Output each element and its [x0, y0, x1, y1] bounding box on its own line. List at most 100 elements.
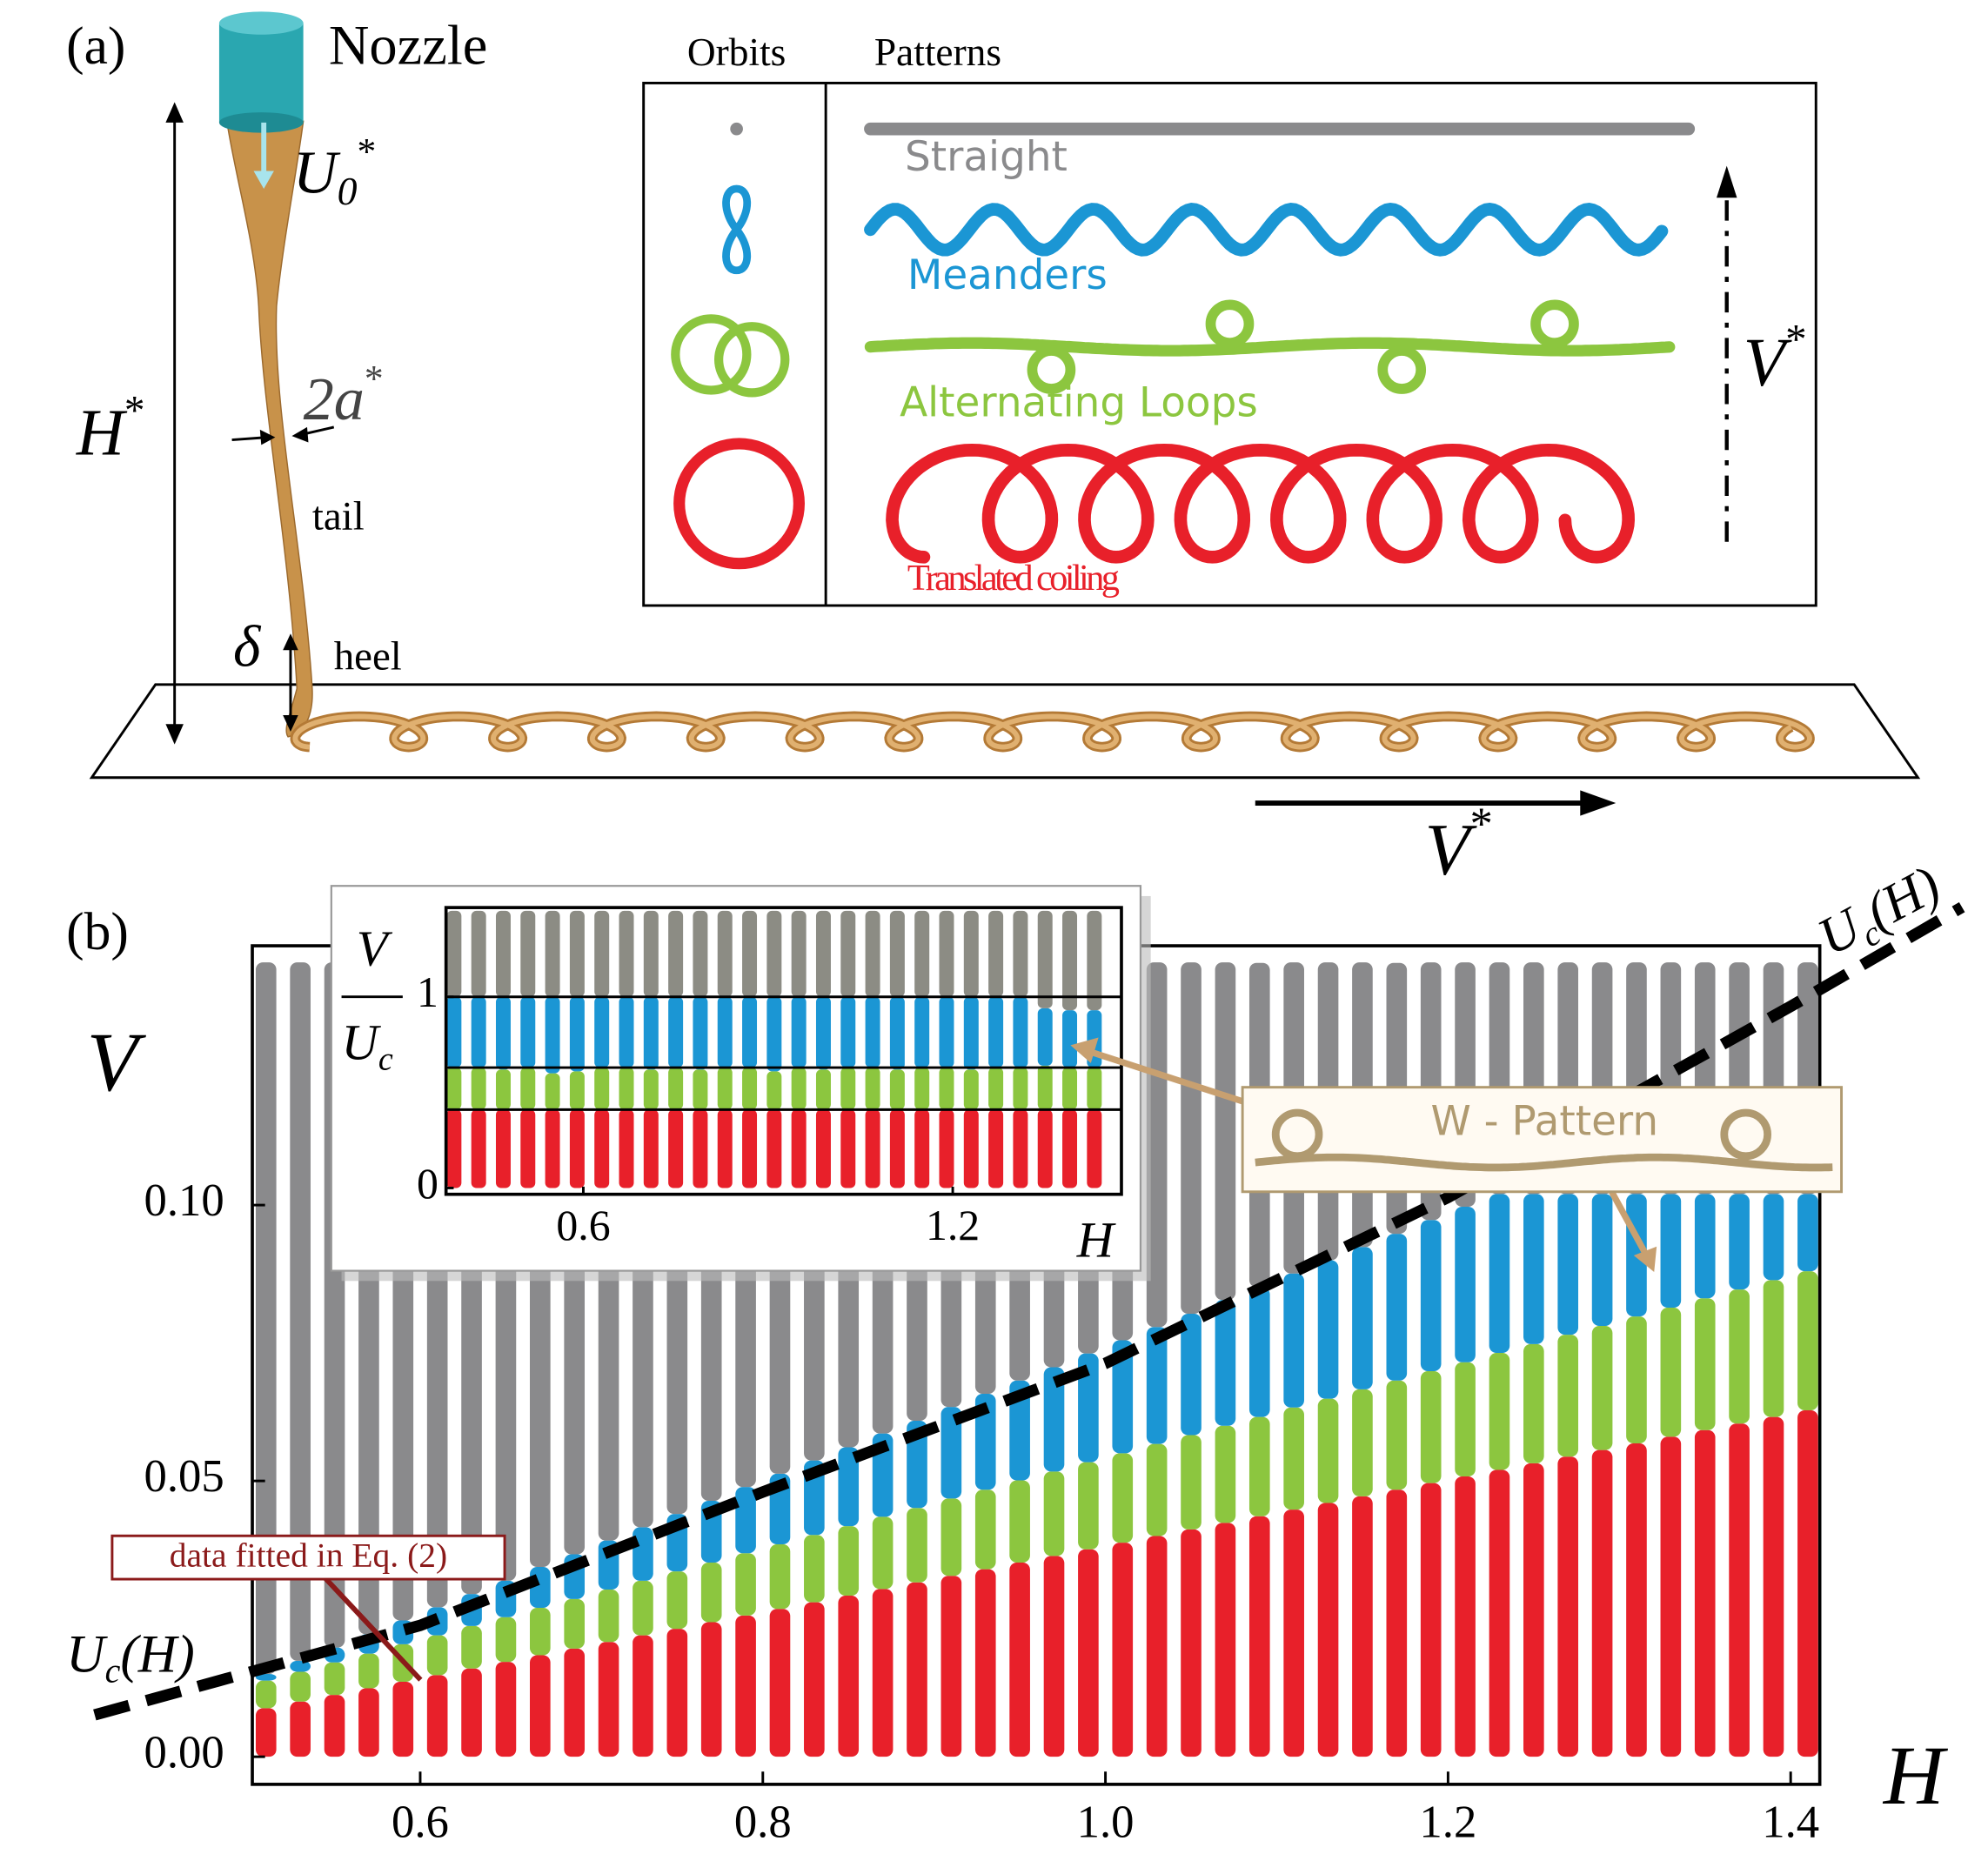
bar-segment — [1248, 1287, 1270, 1417]
bar-segment — [865, 1109, 880, 1188]
w-arrow-head — [1633, 1246, 1657, 1273]
bar-segment — [1523, 1463, 1544, 1757]
bar-segment — [1557, 1194, 1579, 1336]
bar-segment — [290, 1660, 311, 1672]
bar-segment — [461, 1668, 482, 1757]
critical-speed-label: Uc(H) — [66, 1624, 195, 1690]
w-pattern-loop — [1271, 1108, 1323, 1161]
bar-segment — [693, 996, 708, 1070]
pattern-label: Translated coiling — [907, 558, 1120, 599]
bar-segment — [1386, 1234, 1408, 1381]
bar-segment — [889, 996, 905, 1070]
bar-segment — [988, 1068, 1004, 1110]
bar-segment — [939, 996, 954, 1068]
bar-segment — [840, 996, 856, 1068]
bar-segment — [1660, 1308, 1682, 1437]
flow-speed-label-sub: 0 — [338, 169, 358, 213]
orbit-coiling — [673, 438, 805, 570]
bar-segment — [791, 1109, 807, 1188]
bar-segment — [1062, 1068, 1078, 1110]
bar-segment — [564, 1648, 586, 1757]
bar-segment — [255, 1674, 277, 1681]
bar-segment — [1248, 1416, 1270, 1516]
bar-segment — [1489, 1353, 1510, 1470]
bar-segment — [742, 1109, 758, 1188]
bar-segment — [1317, 1260, 1339, 1399]
bar-segment — [840, 910, 856, 997]
bar-segment — [872, 1516, 894, 1590]
bar-segment — [598, 1642, 619, 1757]
bar-segment — [1043, 1556, 1065, 1757]
tail-label: tail — [312, 494, 365, 539]
w-pattern-line — [1255, 1153, 1833, 1172]
bar-segment — [1037, 1007, 1053, 1066]
bar-segment — [1763, 1194, 1784, 1281]
bar-segment — [290, 1671, 311, 1702]
thread-tail — [225, 120, 313, 738]
bar-segment — [1037, 910, 1053, 1008]
x-tick-label: 1.2 — [926, 1202, 980, 1249]
bar-segment — [446, 1068, 462, 1110]
bar-segment — [471, 1109, 486, 1188]
y-axis-label: V — [87, 1015, 147, 1108]
w-arrow — [1605, 1183, 1650, 1257]
y-tick-label: 0.05 — [144, 1451, 224, 1502]
x-tick-label: 0.6 — [556, 1202, 610, 1249]
bar-segment — [1062, 1010, 1078, 1068]
bar-segment — [633, 1580, 653, 1636]
bar-segment — [1694, 1429, 1716, 1757]
pattern-loop — [1027, 345, 1076, 394]
bar-segment — [643, 910, 659, 997]
bar-segment — [529, 1655, 551, 1757]
bar-segment — [963, 1069, 979, 1110]
bar-segment — [889, 1069, 905, 1110]
bar-segment — [1420, 1483, 1442, 1757]
bar-segment — [1455, 1476, 1476, 1757]
bar-segment — [1283, 1407, 1304, 1510]
arrow-head — [165, 102, 184, 123]
arrow-head — [165, 724, 184, 745]
y-tick-label: 0 — [417, 1160, 438, 1208]
bar-segment — [426, 1675, 448, 1757]
bar-segment — [520, 1068, 536, 1110]
arrow-head — [283, 633, 298, 651]
bar-segment — [1797, 1271, 1818, 1410]
bar-segment — [446, 996, 462, 1068]
bar-segment — [988, 1109, 1004, 1188]
bar-segment — [1797, 1409, 1818, 1757]
bar-segment — [974, 1393, 996, 1490]
speed-axis-label-base: V — [1744, 325, 1792, 401]
arrow-head — [1580, 790, 1617, 816]
bar-segment — [1386, 1380, 1408, 1490]
flow-speed-label-sup: * — [358, 131, 377, 173]
bar-segment — [717, 1068, 733, 1110]
pattern-meanders — [864, 203, 1669, 257]
note-box — [110, 1534, 506, 1581]
bar-segment — [1215, 1300, 1236, 1426]
bar-segment — [1215, 1425, 1236, 1523]
x-axis-label: H — [1882, 1729, 1949, 1822]
plot-frame — [444, 906, 1123, 1196]
pattern-loops — [864, 337, 1676, 357]
bar-segment — [1181, 1529, 1202, 1757]
bar-segment — [974, 1489, 996, 1570]
bar-segment — [545, 996, 560, 1074]
bar-segment — [815, 1069, 831, 1110]
bar-segment — [1013, 1068, 1028, 1110]
bar-segment — [1729, 1289, 1750, 1424]
bar-segment — [1181, 1435, 1202, 1530]
bar-segment — [1037, 1065, 1053, 1110]
bar-segment — [963, 910, 979, 997]
bar-segment — [598, 1590, 619, 1643]
bar-segment — [358, 1688, 379, 1757]
w-box — [1241, 1086, 1844, 1194]
bar-segment — [1455, 1206, 1476, 1362]
patterns-header: Patterns — [874, 30, 1001, 74]
bar-segment — [529, 1607, 551, 1656]
bar-segment — [815, 996, 831, 1070]
bar-segment — [1694, 1298, 1716, 1430]
flow-speed-label: U0* — [293, 131, 376, 214]
bar-segment — [939, 1068, 954, 1110]
bar-segment — [471, 996, 486, 1068]
